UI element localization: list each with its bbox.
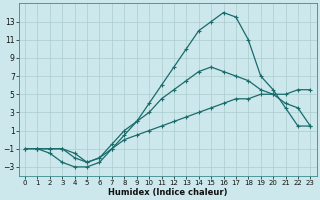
X-axis label: Humidex (Indice chaleur): Humidex (Indice chaleur) (108, 188, 228, 197)
